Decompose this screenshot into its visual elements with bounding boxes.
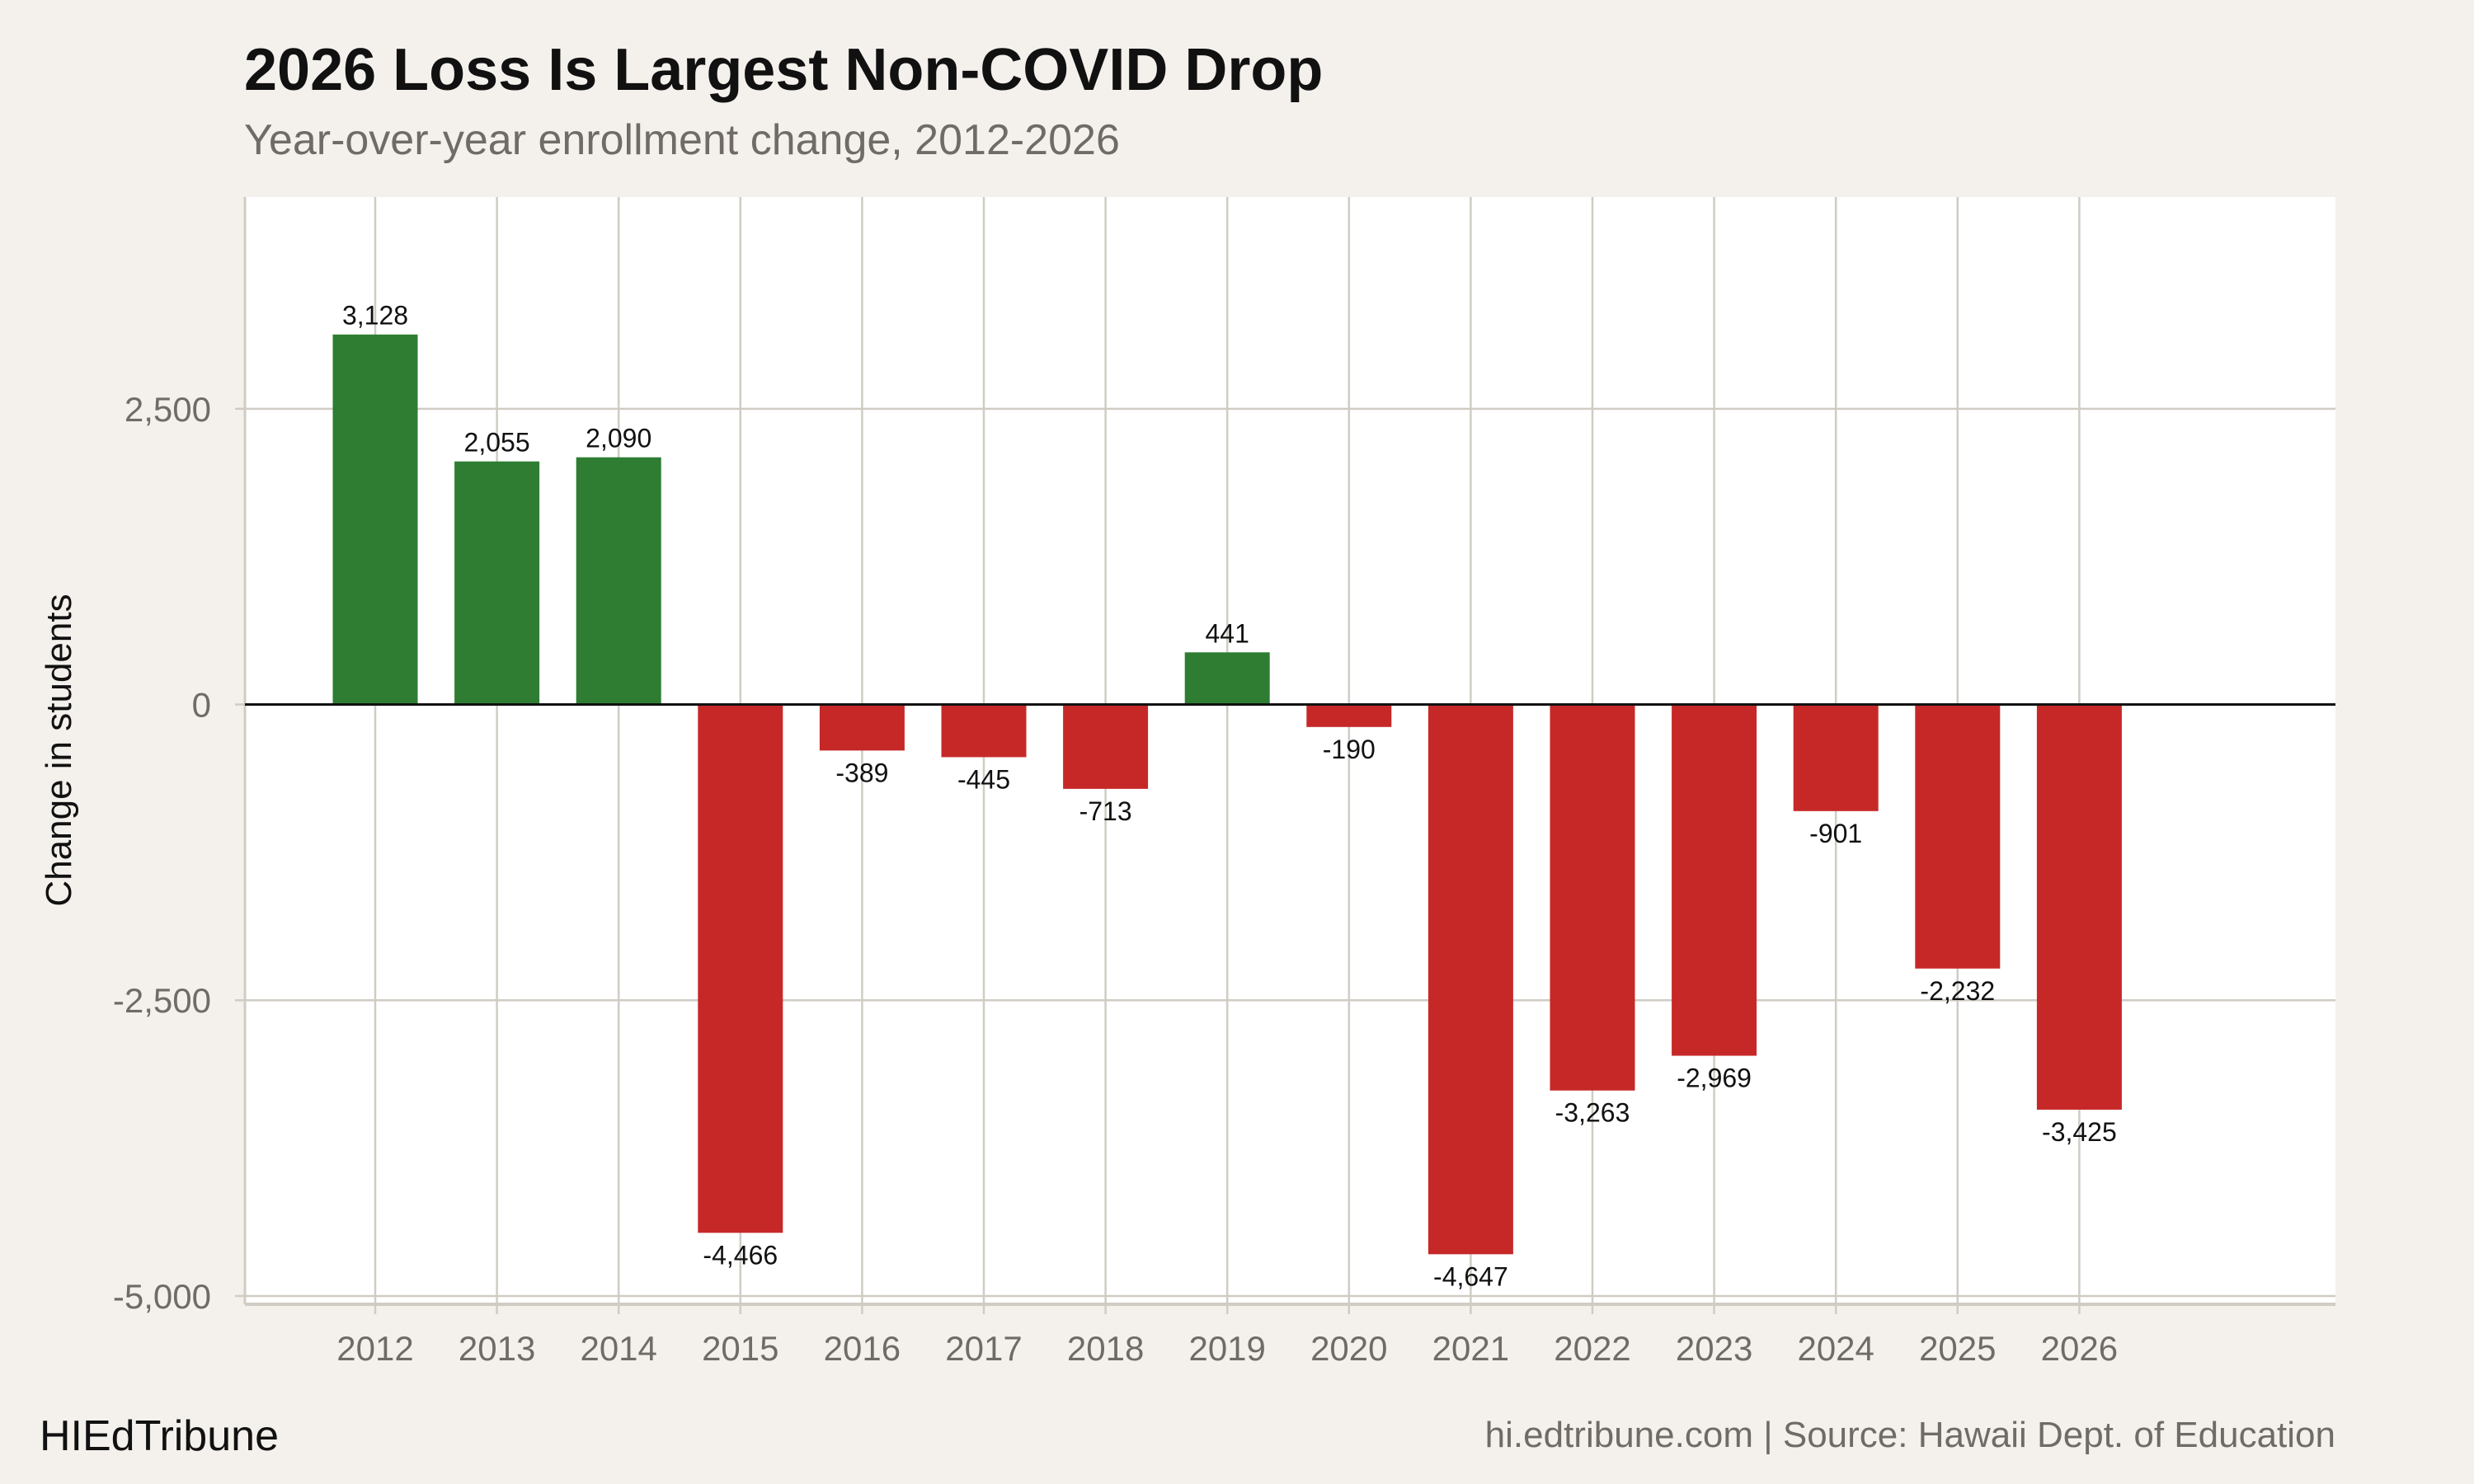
bar-2018 [1063, 704, 1149, 789]
bar-2021 [1427, 704, 1513, 1255]
bar-2025 [1915, 704, 2001, 969]
y-tick-label: 2,500 [125, 390, 211, 429]
x-tick-label: 2026 [2041, 1329, 2118, 1368]
y-tick-label: -2,500 [113, 981, 211, 1020]
x-tick-label: 2018 [1067, 1329, 1144, 1368]
data-label: -389 [835, 758, 888, 787]
data-label: 2,090 [586, 424, 651, 453]
data-label: 2,055 [464, 428, 530, 458]
data-labels: 3,128 2,055 2,090 -4,466 -389 -445 -713 441 -190… [342, 301, 2117, 1292]
axes: 2012 2013 2014 2015 2016 2017 2018 2019 2020 2021… [113, 197, 2335, 1368]
bar-2022 [1550, 704, 1635, 1091]
bar-2015 [698, 704, 783, 1233]
x-tick-label: 2017 [945, 1329, 1022, 1368]
chart-subtitle: Year-over-year enrollment change, 2012-2… [244, 116, 1120, 164]
bar-2020 [1306, 704, 1392, 727]
data-label: -3,263 [1555, 1098, 1630, 1128]
bar-2019 [1184, 652, 1270, 705]
data-label: -445 [957, 764, 1010, 794]
x-tick-label: 2020 [1310, 1329, 1387, 1368]
x-tick-label: 2022 [1554, 1329, 1630, 1368]
data-label: -190 [1323, 735, 1376, 764]
source-credit: hi.edtribune.com | Source: Hawaii Dept. … [1484, 1415, 2335, 1455]
data-label: -2,969 [1677, 1064, 1752, 1093]
x-tick-label: 2023 [1676, 1329, 1752, 1368]
x-tick-label: 2021 [1432, 1329, 1509, 1368]
x-tick-label: 2015 [702, 1329, 778, 1368]
bar-2026 [2036, 704, 2122, 1110]
bar-2023 [1672, 704, 1757, 1056]
y-tick-label: -5,000 [113, 1277, 211, 1316]
bars [332, 334, 2122, 1255]
x-tick-label: 2024 [1797, 1329, 1874, 1368]
data-label: -3,425 [2042, 1117, 2117, 1147]
y-axis-title: Change in students [39, 594, 79, 906]
chart-title: 2026 Loss Is Largest Non-COVID Drop [244, 37, 1324, 103]
data-label: 441 [1206, 618, 1249, 648]
x-tick-label: 2019 [1188, 1329, 1265, 1368]
bar-2012 [332, 334, 418, 705]
bar-2014 [576, 457, 661, 705]
data-label: -4,466 [703, 1240, 778, 1270]
brand-logo-text: HIEdTribune [40, 1412, 279, 1460]
bar-2016 [819, 704, 905, 751]
data-label: -2,232 [1920, 976, 1995, 1006]
x-tick-label: 2012 [336, 1329, 413, 1368]
bar-2013 [454, 461, 540, 705]
x-tick-label: 2025 [1919, 1329, 1996, 1368]
y-tick-label: 0 [192, 686, 211, 725]
x-tick-label: 2014 [580, 1329, 656, 1368]
data-label: -901 [1809, 819, 1862, 848]
data-label: -713 [1079, 796, 1132, 826]
bar-2017 [941, 704, 1027, 758]
data-label: -4,647 [1433, 1261, 1508, 1291]
data-label: 3,128 [342, 301, 408, 331]
x-tick-label: 2013 [459, 1329, 535, 1368]
x-tick-label: 2016 [824, 1329, 901, 1368]
bar-2024 [1793, 704, 1879, 811]
plot-panel [245, 197, 2335, 1304]
